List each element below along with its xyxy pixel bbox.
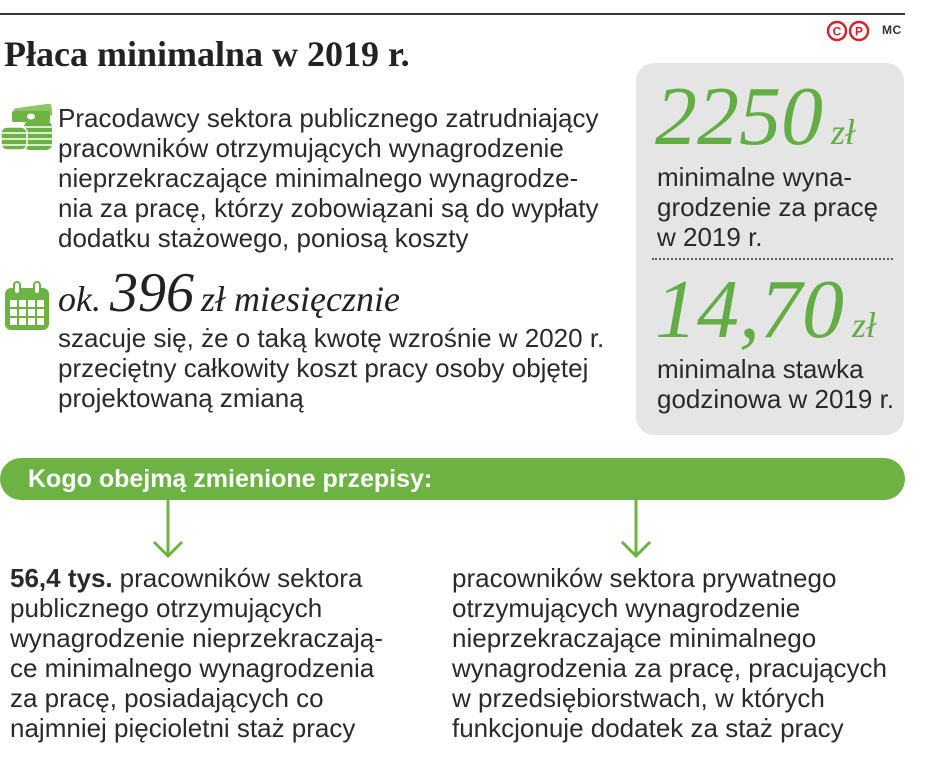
group-line: nieprzekraczające minimalnego: [452, 623, 817, 653]
stat-label-line: godzinowa w 2019 r.: [657, 384, 895, 414]
group-line: otrzymujących wynagrodzenie: [452, 593, 801, 623]
group-line: 56,4 tys. pracowników sektora: [10, 563, 383, 593]
monthly-cost-description: szacuje się, że o taką kwotę wzrośnie w …: [58, 323, 604, 413]
hourly-rate-figure: 14,70 zł: [655, 268, 876, 352]
minimum-wage-unit: zł: [831, 112, 856, 152]
intro-line: dodatku stażowego, poniosą koszty: [58, 223, 469, 253]
group-line: funkcjonuje dodatek za staż pracy: [452, 713, 844, 743]
minimum-wage-value: 2250: [655, 70, 823, 163]
group-line: wynagrodzenie nieprzekraczają-: [10, 623, 383, 653]
stat-label-line: grodzenie za pracę: [657, 192, 879, 222]
group-line: ce minimalnego wynagrodzenia: [10, 653, 375, 683]
intro-line: Pracodawcy sektora publicznego zatrudnia…: [58, 103, 599, 133]
arrow-down-icon: [152, 500, 184, 559]
stat-label-line: minimalne wyna-: [657, 162, 853, 192]
calendar-icon: [5, 281, 49, 330]
arrow-down-icon: [620, 500, 652, 559]
intro-text: Pracodawcy sektora publicznego zatrudnia…: [58, 103, 599, 253]
section-banner: Kogo obejmą zmienione przepisy:: [0, 458, 905, 500]
logo-letter-c: C: [833, 25, 842, 39]
public-sector-group: 56,4 tys. pracowników sektora publicznego…: [10, 563, 383, 743]
intro-line: nieprzekraczające minimalnego wynagrodze…: [58, 163, 579, 193]
intro-line: pracowników otrzymujących wynagrodzenie: [58, 133, 564, 163]
monthly-cost-figure: ok. 396 zł miesięcznie: [58, 265, 400, 321]
money-icon: [0, 104, 53, 151]
monthly-cost-prefix: ok.: [58, 279, 101, 319]
top-rule: [0, 13, 905, 15]
intro-line: nia za pracę, którzy zobowiązani są do w…: [58, 193, 599, 223]
description-line: przeciętny całkowity koszt pracy osoby o…: [58, 353, 589, 383]
group-line: za pracę, posiadających co: [10, 683, 324, 713]
author-initials: MC: [882, 23, 902, 37]
logo-letter-p: P: [855, 25, 863, 39]
minimum-wage-figure: 2250 zł: [655, 75, 855, 159]
stats-panel: 2250 zł minimalne wyna- grodzenie za pra…: [636, 63, 904, 435]
group-count: 56,4 tys.: [10, 563, 113, 593]
dotted-divider: [652, 258, 893, 260]
group-line: pracowników sektora prywatnego: [452, 563, 837, 593]
banner-title: Kogo obejmą zmienione przepisy:: [28, 465, 433, 493]
group-line-text: pracowników sektora: [119, 563, 363, 593]
minimum-wage-label: minimalne wyna- grodzenie za pracę w 201…: [657, 162, 878, 252]
group-line: publicznego otrzymujących: [10, 593, 323, 623]
hourly-rate-label: minimalna stawka godzinowa w 2019 r.: [657, 354, 894, 414]
description-line: projektowaną zmianą: [58, 383, 304, 413]
monthly-cost-suffix: zł miesięcznie: [200, 279, 400, 319]
stat-label-line: w 2019 r.: [657, 222, 763, 252]
private-sector-group: pracowników sektora prywatnego otrzymują…: [452, 563, 887, 743]
monthly-cost-value: 396: [109, 262, 194, 324]
publisher-logo: C P: [826, 20, 870, 42]
group-line: w przedsiębiorstwach, w których: [452, 683, 825, 713]
description-line: szacuje się, że o taką kwotę wzrośnie w …: [58, 323, 605, 353]
hourly-rate-unit: zł: [852, 305, 877, 345]
page-title: Płaca minimalna w 2019 r.: [4, 34, 410, 74]
stat-label-line: minimalna stawka: [657, 354, 864, 384]
group-line: wynagrodzenia za pracę, pracujących: [452, 653, 888, 683]
group-line: najmniej pięcioletni staż pracy: [10, 713, 356, 743]
hourly-rate-value: 14,70: [655, 263, 844, 356]
